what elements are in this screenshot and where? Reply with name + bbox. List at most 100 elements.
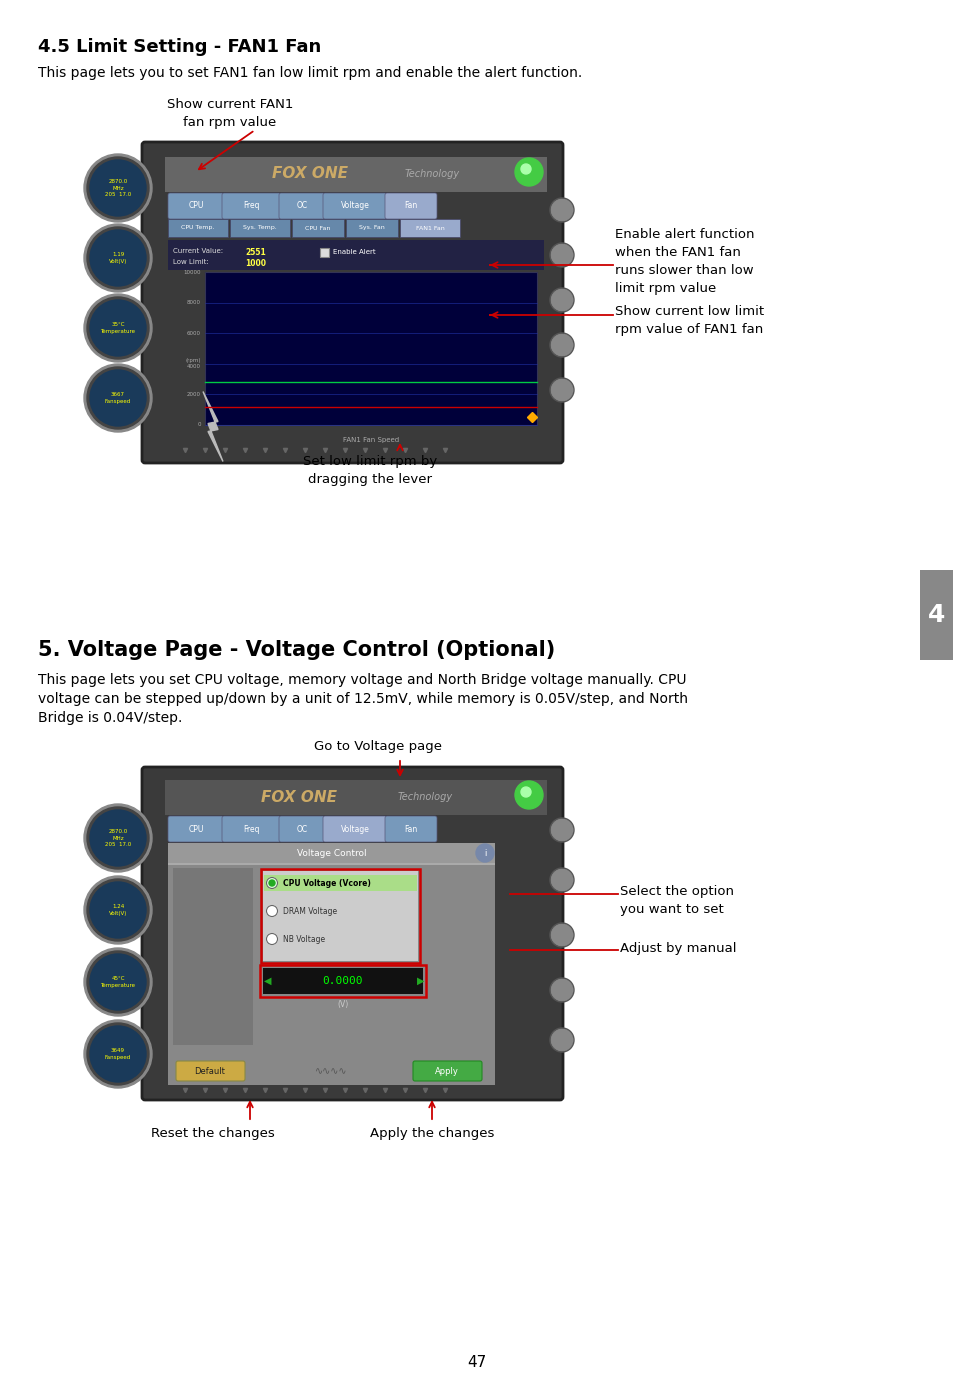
Text: fan rpm value: fan rpm value <box>183 116 276 129</box>
FancyBboxPatch shape <box>413 1061 481 1082</box>
Text: Technology: Technology <box>396 792 452 802</box>
Text: 3667
Fanspeed: 3667 Fanspeed <box>105 393 131 404</box>
Circle shape <box>515 781 542 809</box>
Bar <box>261 869 419 963</box>
Bar <box>919 570 953 660</box>
Text: rpm value of FAN1 fan: rpm value of FAN1 fan <box>615 324 762 336</box>
Text: FOX ONE: FOX ONE <box>272 166 348 181</box>
Text: CPU Fan: CPU Fan <box>305 225 331 231</box>
Bar <box>292 219 344 236</box>
FancyBboxPatch shape <box>385 194 436 219</box>
Bar <box>165 158 546 192</box>
Text: Adjust by manual: Adjust by manual <box>619 942 736 956</box>
Circle shape <box>90 954 146 1010</box>
Text: Bridge is 0.04V/step.: Bridge is 0.04V/step. <box>38 711 182 725</box>
Circle shape <box>90 230 146 286</box>
Text: Technology: Technology <box>404 169 459 178</box>
Text: Low Limit:: Low Limit: <box>172 259 209 266</box>
FancyBboxPatch shape <box>323 194 387 219</box>
Text: limit rpm value: limit rpm value <box>615 282 716 295</box>
Text: Sys. Temp.: Sys. Temp. <box>243 225 276 231</box>
Text: 2551: 2551 <box>245 248 266 257</box>
Text: 2870.0
MHz
205  17.0: 2870.0 MHz 205 17.0 <box>105 180 131 196</box>
Text: Fan: Fan <box>404 824 417 834</box>
Text: i: i <box>483 849 486 857</box>
Text: voltage can be stepped up/down by a unit of 12.5mV, while memory is 0.05V/step, : voltage can be stepped up/down by a unit… <box>38 692 687 705</box>
Text: 2000: 2000 <box>187 391 201 397</box>
Text: 47: 47 <box>467 1355 486 1371</box>
FancyBboxPatch shape <box>175 1061 245 1082</box>
Text: 6000: 6000 <box>187 331 201 336</box>
FancyBboxPatch shape <box>168 194 224 219</box>
Text: Sys. Fan: Sys. Fan <box>358 225 384 231</box>
Circle shape <box>84 224 152 292</box>
Text: 2870.0
MHz
205  17.0: 2870.0 MHz 205 17.0 <box>105 830 131 846</box>
Bar <box>260 965 426 997</box>
Text: 1000: 1000 <box>245 259 266 268</box>
Circle shape <box>90 371 146 426</box>
Circle shape <box>269 880 274 887</box>
Text: dragging the lever: dragging the lever <box>308 473 432 485</box>
Bar <box>172 869 253 1046</box>
Text: OC: OC <box>296 824 307 834</box>
Circle shape <box>87 158 149 219</box>
Text: 4: 4 <box>927 603 944 626</box>
Bar <box>165 158 546 192</box>
Circle shape <box>551 1029 573 1051</box>
FancyBboxPatch shape <box>278 816 325 842</box>
Circle shape <box>90 160 146 216</box>
Bar <box>205 272 537 425</box>
FancyBboxPatch shape <box>142 142 562 463</box>
Text: Freq: Freq <box>243 824 259 834</box>
Circle shape <box>551 289 573 311</box>
Text: Current Value:: Current Value: <box>172 248 223 254</box>
Text: This page lets you set CPU voltage, memory voltage and North Bridge voltage manu: This page lets you set CPU voltage, memo… <box>38 674 686 687</box>
Text: runs slower than low: runs slower than low <box>615 264 753 277</box>
Circle shape <box>551 243 573 266</box>
Bar <box>264 875 416 891</box>
Text: 1.24
Volt(V): 1.24 Volt(V) <box>109 904 127 916</box>
Text: ∿∿∿∿: ∿∿∿∿ <box>314 1066 348 1076</box>
Text: Default: Default <box>194 1066 225 1076</box>
Text: Show current low limit: Show current low limit <box>615 306 763 318</box>
Circle shape <box>87 1023 149 1086</box>
Bar <box>263 871 417 961</box>
Circle shape <box>84 804 152 873</box>
Circle shape <box>551 379 573 401</box>
Text: 0.0000: 0.0000 <box>322 976 363 986</box>
Bar <box>399 219 459 236</box>
Text: Apply the changes: Apply the changes <box>370 1127 494 1140</box>
Text: NB Voltage: NB Voltage <box>283 935 325 943</box>
Circle shape <box>90 300 146 355</box>
Circle shape <box>551 335 573 355</box>
Bar <box>263 968 422 994</box>
Circle shape <box>90 882 146 938</box>
FancyBboxPatch shape <box>222 816 281 842</box>
Circle shape <box>84 154 152 223</box>
Text: FOX ONE: FOX ONE <box>260 790 336 805</box>
Text: Show current FAN1: Show current FAN1 <box>167 98 293 111</box>
Text: CPU Voltage (Vcore): CPU Voltage (Vcore) <box>283 878 371 888</box>
Text: 4.5 Limit Setting - FAN1 Fan: 4.5 Limit Setting - FAN1 Fan <box>38 37 321 55</box>
Bar <box>346 219 397 236</box>
Text: Reset the changes: Reset the changes <box>151 1127 274 1140</box>
Bar <box>168 219 228 236</box>
Text: Voltage: Voltage <box>340 824 369 834</box>
Text: Fan: Fan <box>404 202 417 210</box>
Text: DRAM Voltage: DRAM Voltage <box>283 906 336 916</box>
FancyBboxPatch shape <box>142 768 562 1099</box>
Text: you want to set: you want to set <box>619 903 723 916</box>
Polygon shape <box>203 391 223 462</box>
FancyBboxPatch shape <box>278 194 325 219</box>
Circle shape <box>84 875 152 945</box>
Text: (rpm)
4000: (rpm) 4000 <box>185 358 201 369</box>
Text: when the FAN1 fan: when the FAN1 fan <box>615 246 740 259</box>
Circle shape <box>551 979 573 1001</box>
Text: ▶: ▶ <box>416 976 424 986</box>
Circle shape <box>87 808 149 869</box>
Text: Enable alert function: Enable alert function <box>615 228 754 241</box>
Text: 45°C
Temperature: 45°C Temperature <box>100 976 135 987</box>
Text: CPU: CPU <box>188 202 204 210</box>
Bar <box>168 241 543 270</box>
FancyBboxPatch shape <box>222 194 281 219</box>
